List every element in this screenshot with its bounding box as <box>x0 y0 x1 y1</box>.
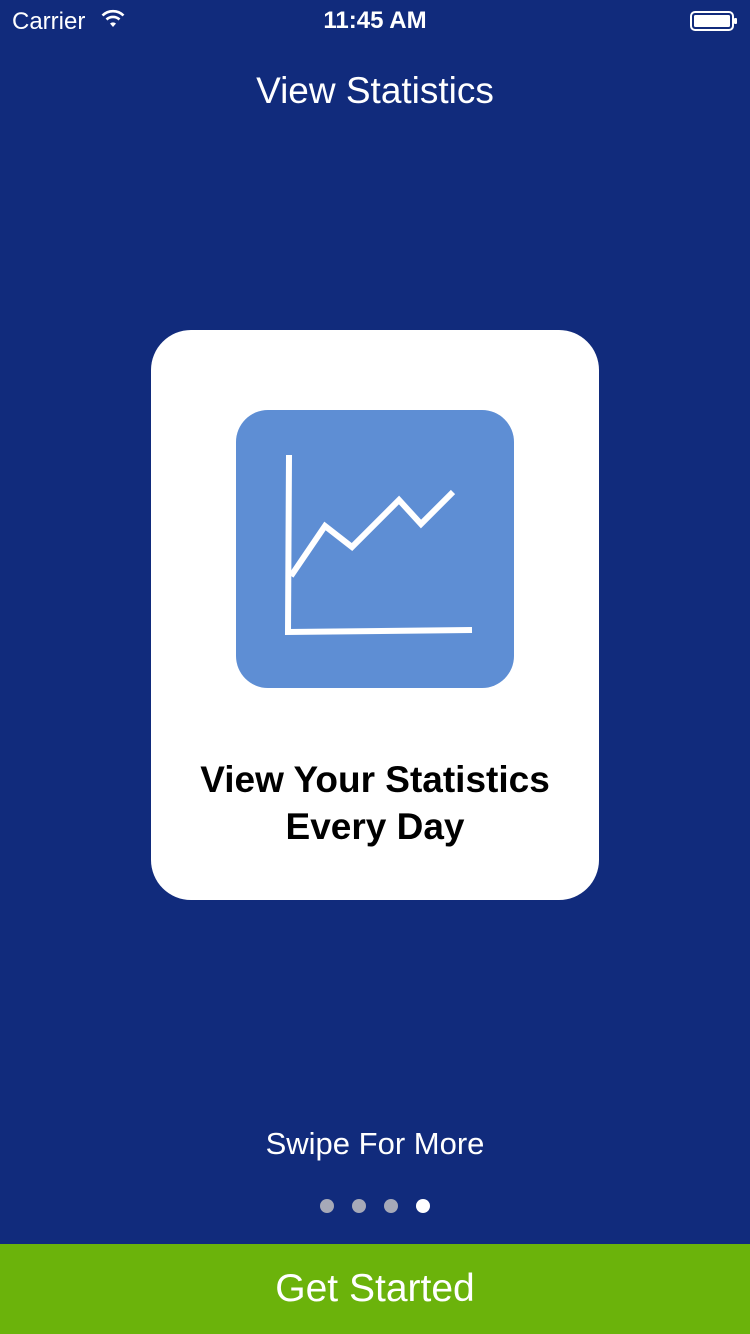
card-caption-line2: Every Day <box>285 806 465 847</box>
page-dot[interactable] <box>352 1199 366 1213</box>
status-bar: Carrier 11:45 AM <box>0 0 750 40</box>
wifi-icon <box>100 8 126 35</box>
card-caption: View Your Statistics Every Day <box>151 756 599 850</box>
get-started-button[interactable]: Get Started <box>0 1244 750 1334</box>
card-caption-line1: View Your Statistics <box>200 759 550 800</box>
status-time: 11:45 AM <box>323 7 427 34</box>
battery-icon <box>690 11 738 31</box>
page-title: View Statistics <box>256 70 494 111</box>
page-indicator[interactable] <box>0 1199 750 1213</box>
carrier-label: Carrier <box>12 8 86 35</box>
onboarding-card: View Your Statistics Every Day <box>151 330 599 900</box>
page-dot[interactable] <box>416 1199 430 1213</box>
line-chart-icon <box>236 410 514 688</box>
page-dot[interactable] <box>384 1199 398 1213</box>
swipe-hint: Swipe For More <box>265 1126 485 1161</box>
page-dot[interactable] <box>320 1199 334 1213</box>
